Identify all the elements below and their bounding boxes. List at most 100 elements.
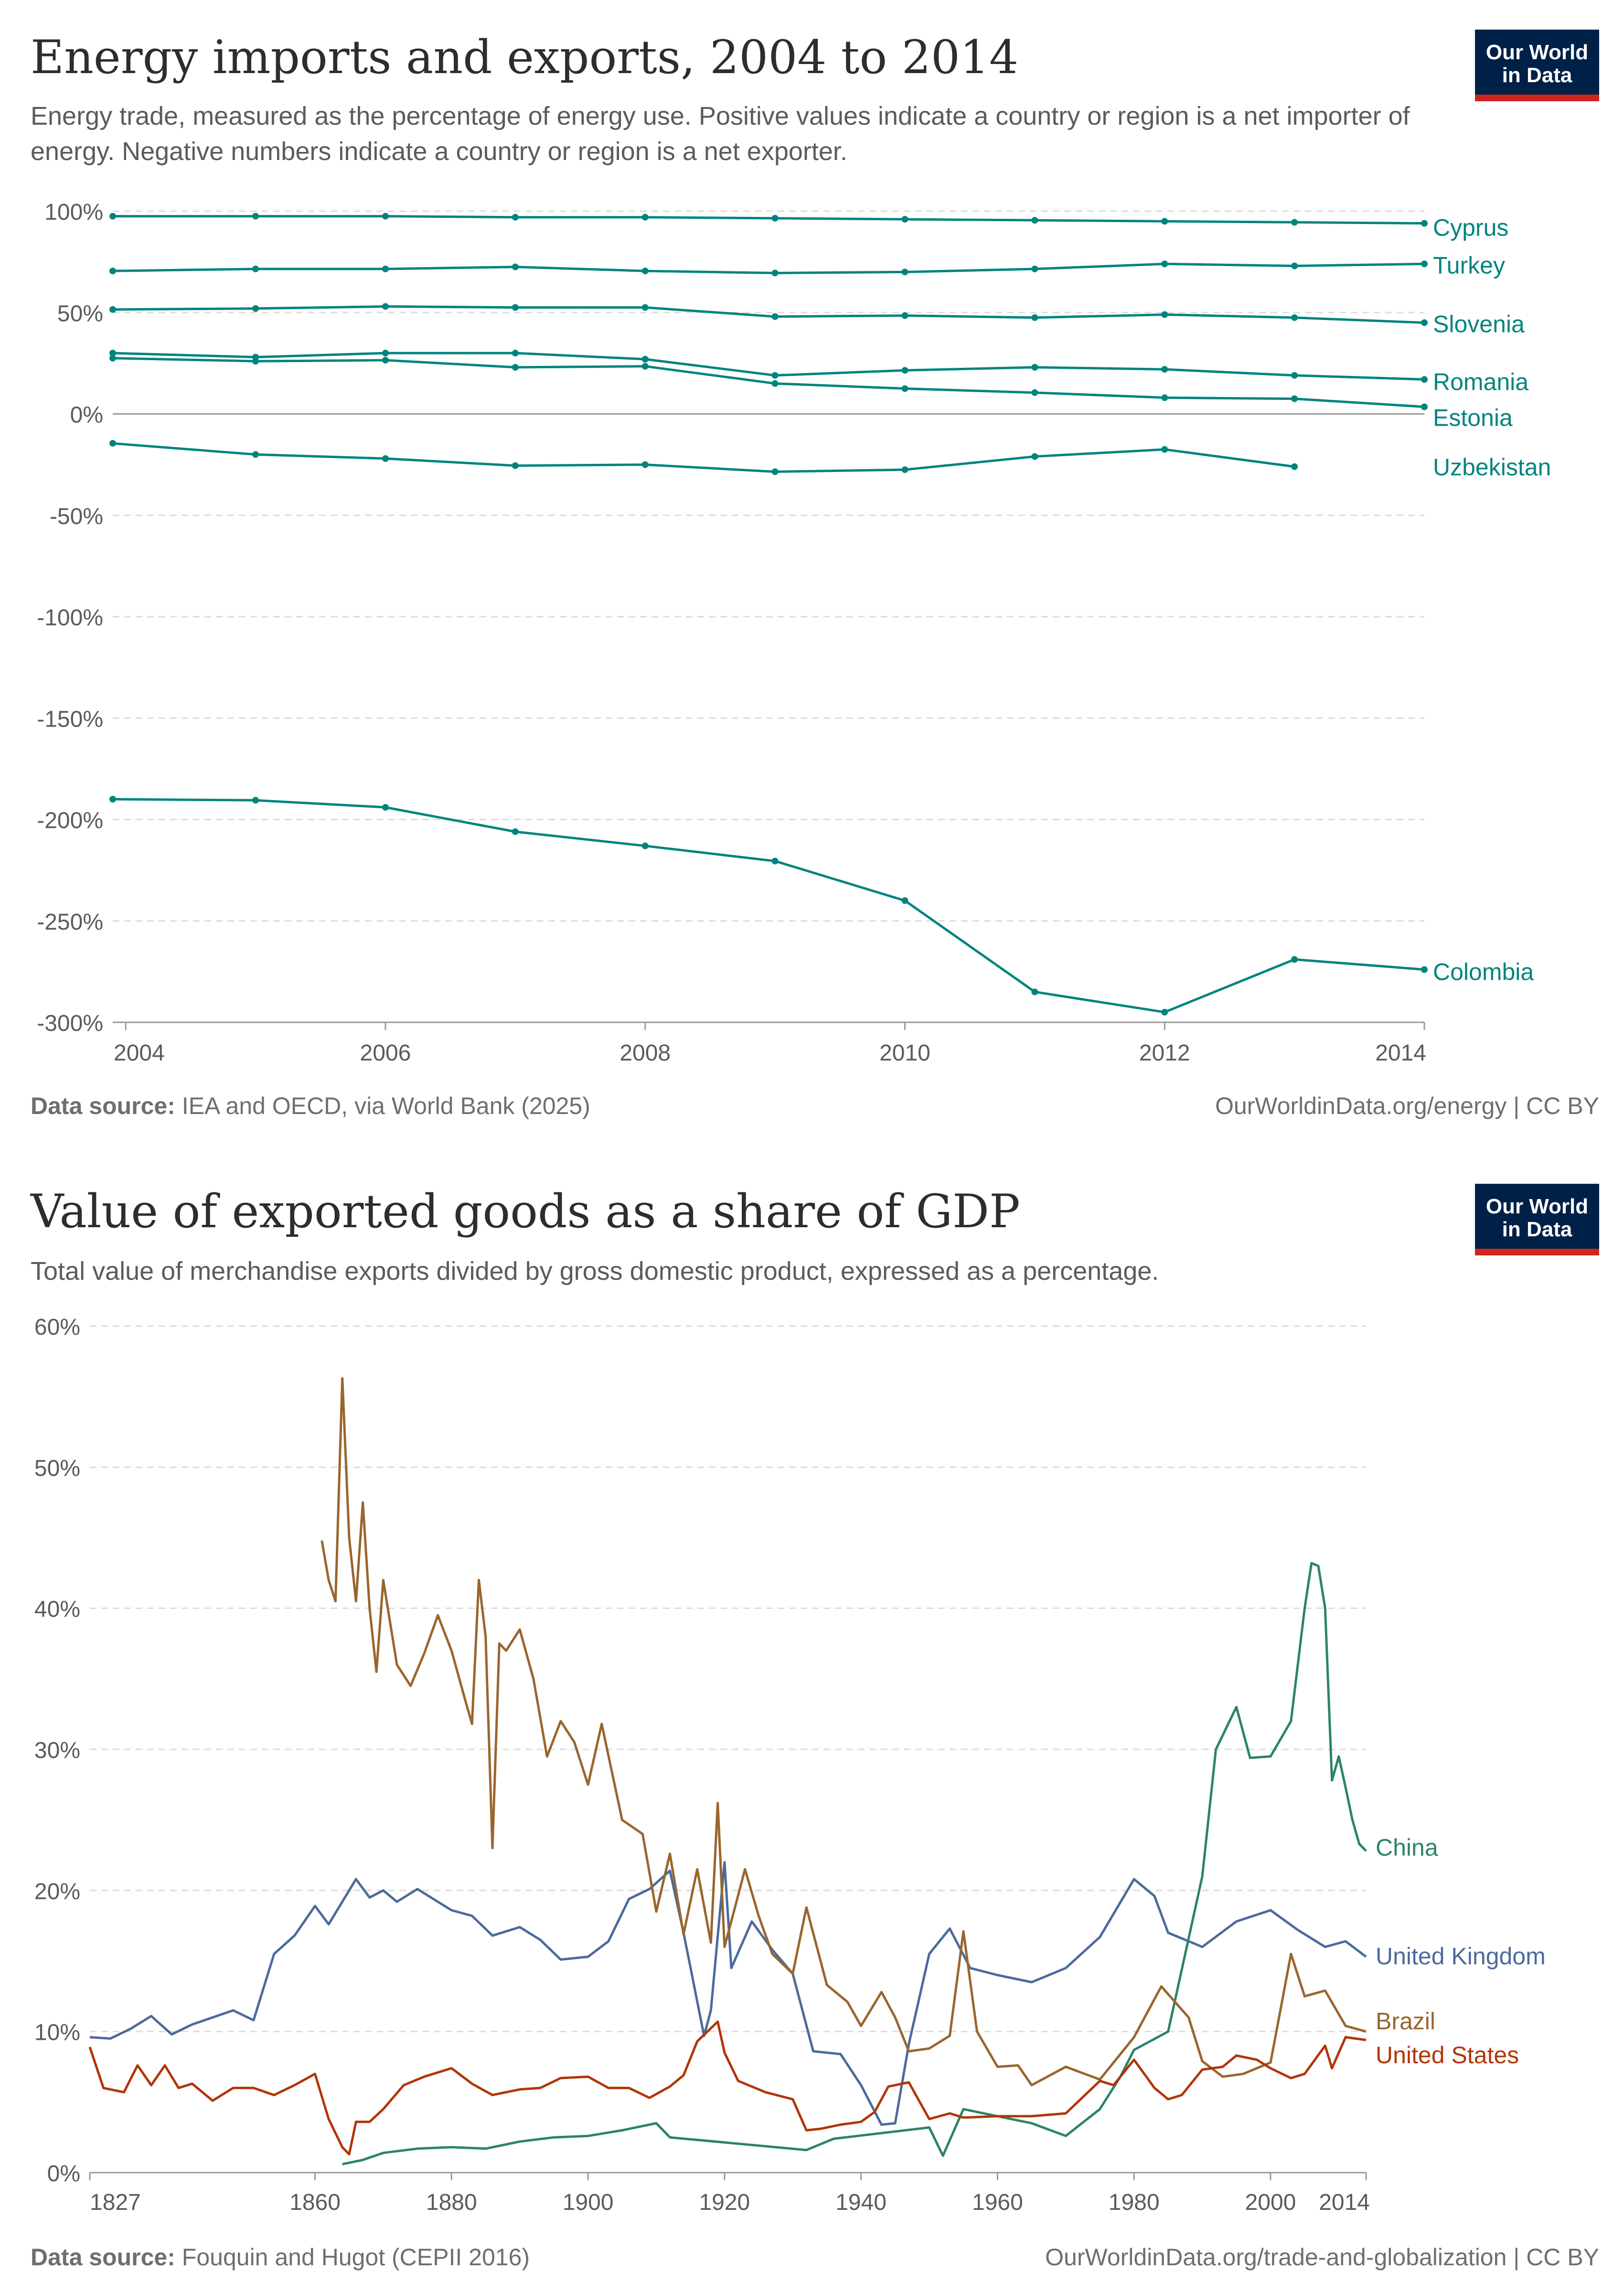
data-point-turkey <box>382 265 389 272</box>
chart1-source-label: Data source: <box>31 1093 175 1119</box>
data-point-romania <box>1421 376 1428 383</box>
data-point-colombia <box>382 804 389 811</box>
data-point-estonia <box>1421 403 1428 410</box>
data-point-turkey <box>252 265 259 272</box>
data-point-uzbekistan <box>1161 446 1168 453</box>
y-tick-label: -100% <box>37 605 103 631</box>
series-line-china <box>342 1562 1367 2165</box>
chart1-source: Data source: IEA and OECD, via World Ban… <box>31 1092 590 1120</box>
data-point-slovenia <box>641 304 649 311</box>
data-point-uzbekistan <box>901 466 908 473</box>
data-point-slovenia <box>1031 314 1038 321</box>
data-point-uzbekistan <box>771 468 779 475</box>
series-label-romania: Romania <box>1433 368 1528 395</box>
data-point-slovenia <box>382 303 389 310</box>
data-point-cyprus <box>512 214 519 221</box>
x-tick-label: 1920 <box>699 2190 750 2215</box>
y-tick-label: -150% <box>37 707 103 732</box>
data-point-cyprus <box>1291 219 1298 226</box>
data-point-romania <box>901 367 908 374</box>
data-point-romania <box>1291 372 1298 379</box>
data-point-estonia <box>109 354 116 362</box>
x-tick-label: 2012 <box>1139 1040 1190 1066</box>
energy-trade-chart: 100% 50% 0% -50% -100% -150% -200% -250% -300% 20… <box>37 200 1551 1066</box>
x-tick-label: 2014 <box>1375 1040 1426 1066</box>
data-point-slovenia <box>1161 311 1168 318</box>
series-label-united-states: United States <box>1376 2042 1519 2068</box>
data-point-romania <box>109 350 116 357</box>
x-tick-label: 1960 <box>972 2190 1023 2215</box>
data-point-colombia <box>252 797 259 804</box>
data-point-slovenia <box>109 306 116 313</box>
data-point-cyprus <box>382 213 389 220</box>
data-point-uzbekistan <box>1031 453 1038 460</box>
logo-line-2: in Data <box>1502 1218 1572 1241</box>
data-point-cyprus <box>641 214 649 221</box>
chart2-footer-link[interactable]: OurWorldinData.org/trade-and-globalizati… <box>1045 2244 1599 2271</box>
y-tick-label: -300% <box>37 1011 103 1036</box>
x-tick-label: 2008 <box>620 1040 671 1066</box>
logo-line-1: Our World <box>1485 41 1589 64</box>
series-line-united-states <box>88 2020 1367 2156</box>
data-point-uzbekistan <box>512 462 519 469</box>
series-label-cyprus: Cyprus <box>1433 214 1508 241</box>
x-tick-label: 2006 <box>360 1040 411 1066</box>
data-point-romania <box>641 355 649 363</box>
data-point-turkey <box>901 268 908 276</box>
y-tick-label: -250% <box>37 910 103 935</box>
logo-line-2: in Data <box>1502 64 1572 87</box>
data-point-slovenia <box>1421 319 1428 326</box>
y-tick-label: 10% <box>34 2020 80 2046</box>
data-point-cyprus <box>109 213 116 220</box>
data-point-estonia <box>382 357 389 364</box>
data-point-uzbekistan <box>1291 463 1298 470</box>
data-point-colombia <box>512 828 519 835</box>
y-tick-label: -50% <box>50 504 103 529</box>
data-point-turkey <box>1421 260 1428 268</box>
data-point-cyprus <box>1421 220 1428 227</box>
series-line-uzbekistan <box>112 442 1295 473</box>
x-tick-label: 1900 <box>563 2190 614 2215</box>
chart1-footer-link[interactable]: OurWorldinData.org/energy | CC BY <box>1215 1093 1599 1119</box>
x-tick-label: 2010 <box>879 1040 930 1066</box>
data-point-estonia <box>771 380 779 387</box>
data-point-turkey <box>1161 260 1168 268</box>
data-point-colombia <box>1031 988 1038 996</box>
chart2-source: Data source: Fouquin and Hugot (CEPII 20… <box>31 2243 530 2271</box>
series-label-united-kingdom: United Kingdom <box>1376 1943 1546 1970</box>
y-tick-label: 0% <box>70 403 103 428</box>
data-point-estonia <box>1161 394 1168 401</box>
y-tick-label: 60% <box>34 1315 80 1340</box>
data-point-turkey <box>641 268 649 275</box>
x-tick-label: 1860 <box>289 2190 341 2215</box>
data-point-turkey <box>512 263 519 270</box>
chart1-subtitle: Energy trade, measured as the percentage… <box>31 102 1410 166</box>
chart2-source-text[interactable]: Fouquin and Hugot (CEPII 2016) <box>182 2244 530 2271</box>
data-point-slovenia <box>1291 314 1298 321</box>
y-tick-label: 0% <box>47 2161 80 2186</box>
y-tick-label: 30% <box>34 1738 80 1763</box>
data-point-estonia <box>901 385 908 392</box>
owid-logo[interactable]: Our World in Data <box>1475 30 1599 101</box>
data-point-uzbekistan <box>252 451 259 458</box>
x-tick-label: 1880 <box>426 2190 477 2215</box>
data-point-turkey <box>1291 262 1298 269</box>
data-point-colombia <box>641 842 649 849</box>
x-tick-label: 2014 <box>1319 2190 1370 2215</box>
data-point-romania <box>512 350 519 357</box>
chart1-source-text[interactable]: IEA and OECD, via World Bank (2025) <box>182 1093 590 1119</box>
x-tick-label: 2000 <box>1245 2190 1296 2215</box>
data-point-estonia <box>512 364 519 371</box>
data-point-romania <box>1031 364 1038 371</box>
series-label-slovenia: Slovenia <box>1433 311 1525 337</box>
owid-logo-2[interactable]: Our World in Data <box>1475 1184 1599 1255</box>
data-point-estonia <box>1291 395 1298 402</box>
x-tick-label: 1940 <box>835 2190 887 2215</box>
x-tick-label: 2004 <box>114 1040 165 1066</box>
data-point-romania <box>1161 366 1168 373</box>
data-point-uzbekistan <box>641 461 649 468</box>
data-point-estonia <box>1031 389 1038 396</box>
chart2-subtitle: Total value of merchandise exports divid… <box>31 1257 1159 1286</box>
data-point-cyprus <box>252 213 259 220</box>
data-point-slovenia <box>901 312 908 319</box>
